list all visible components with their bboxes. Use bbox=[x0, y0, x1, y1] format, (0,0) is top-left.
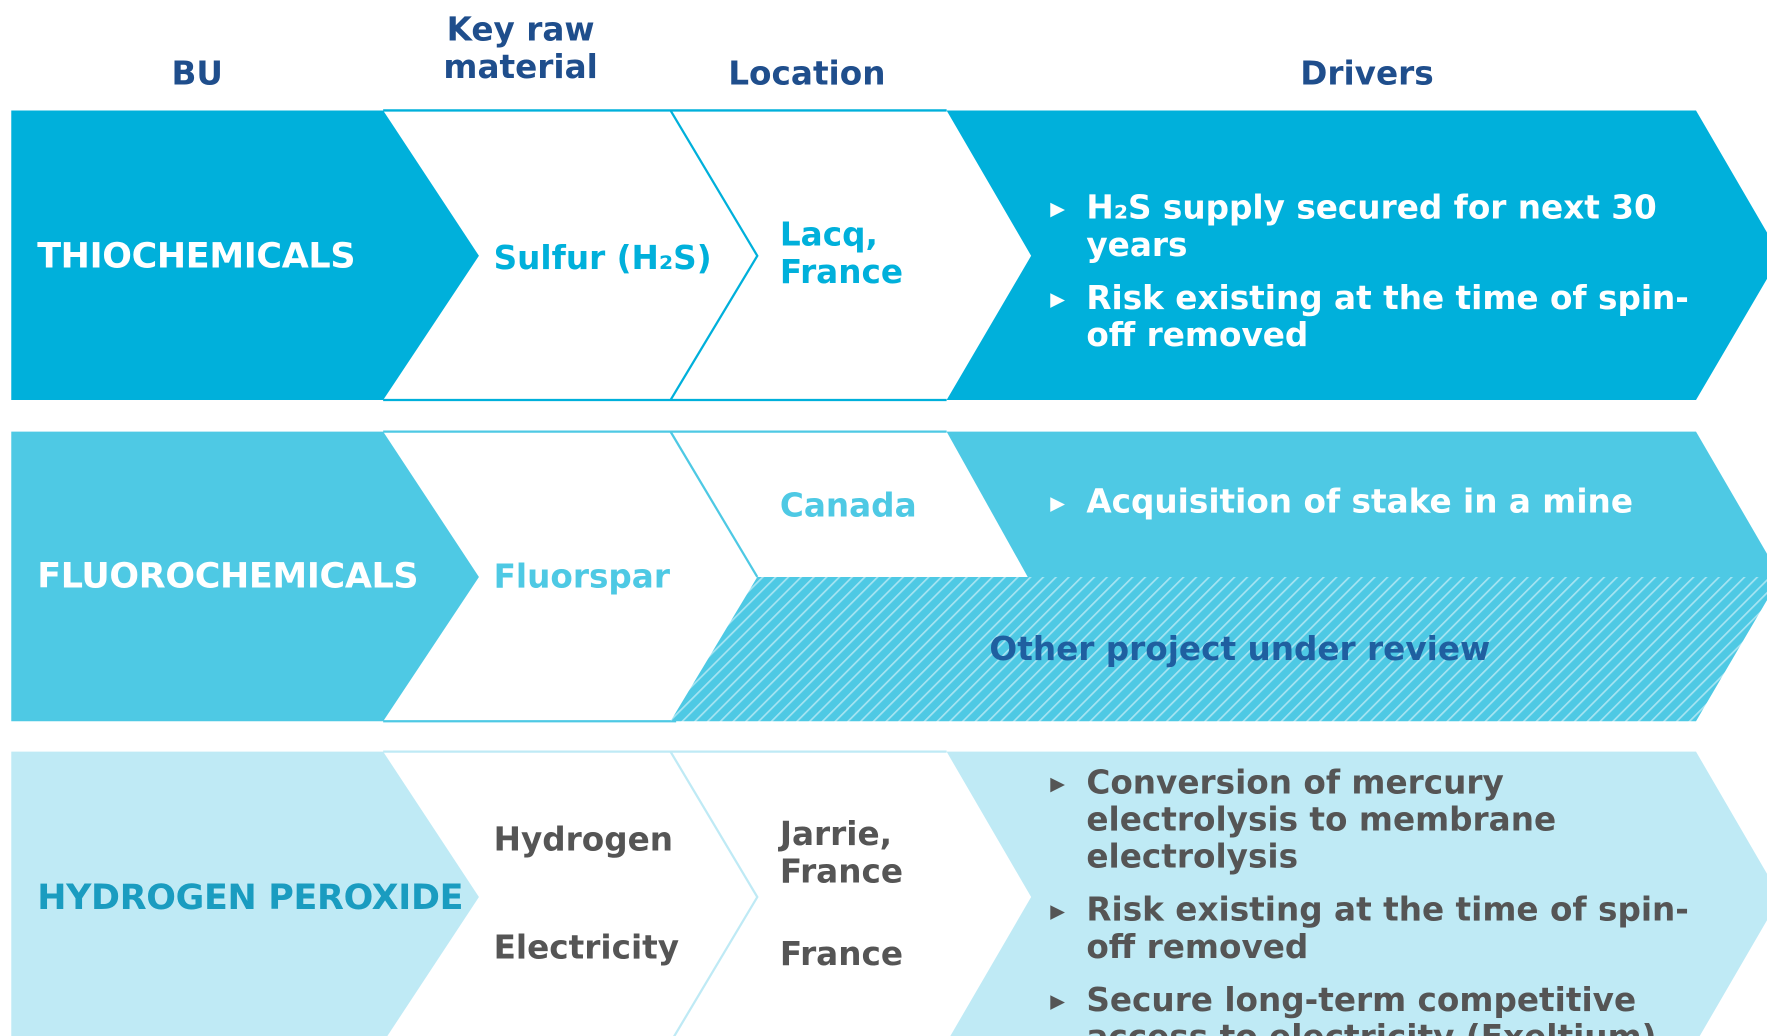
bu-block bbox=[11, 431, 479, 722]
location: Lacq, France bbox=[779, 215, 904, 291]
header: BU bbox=[171, 54, 223, 93]
chevron-line bbox=[669, 431, 759, 578]
driver-item: Conversion of mercury electrolysis to me… bbox=[1050, 763, 1726, 876]
hatched-block bbox=[670, 576, 1767, 722]
header: Drivers bbox=[1300, 54, 1434, 93]
header: Key raw material bbox=[443, 10, 598, 86]
location: Jarrie, France bbox=[779, 814, 904, 891]
location: France bbox=[779, 934, 904, 974]
bu-block bbox=[11, 751, 479, 1036]
bu-block bbox=[11, 110, 479, 401]
drivers: Conversion of mercury electrolysis to me… bbox=[1050, 763, 1726, 1036]
drivers: Acquisition of stake in a mine bbox=[1050, 483, 1726, 536]
header: Location bbox=[728, 54, 886, 93]
chevron-line bbox=[669, 751, 759, 1036]
driver-item: H₂S supply secured for next 30 years bbox=[1050, 189, 1726, 263]
material: Electricity bbox=[493, 928, 680, 967]
material: Sulfur (H₂S) bbox=[493, 238, 712, 277]
location: Canada bbox=[779, 486, 917, 525]
driver-item: Risk existing at the time of spin-off re… bbox=[1050, 279, 1726, 353]
driver-item: Risk existing at the time of spin-off re… bbox=[1050, 891, 1726, 965]
material: Hydrogen bbox=[493, 819, 674, 859]
bu-label: HYDROGEN PEROXIDE bbox=[37, 877, 464, 918]
note: Other project under review bbox=[989, 629, 1491, 668]
bu-label: FLUOROCHEMICALS bbox=[37, 556, 419, 597]
driver-item: Acquisition of stake in a mine bbox=[1050, 483, 1726, 523]
driver-item: Secure long-term competitive access to e… bbox=[1050, 981, 1726, 1036]
bu-label: THIOCHEMICALS bbox=[37, 236, 356, 277]
material: Fluorspar bbox=[493, 557, 670, 596]
drivers: H₂S supply secured for next 30 years Risk… bbox=[1050, 189, 1726, 369]
chevron-line bbox=[669, 109, 759, 401]
